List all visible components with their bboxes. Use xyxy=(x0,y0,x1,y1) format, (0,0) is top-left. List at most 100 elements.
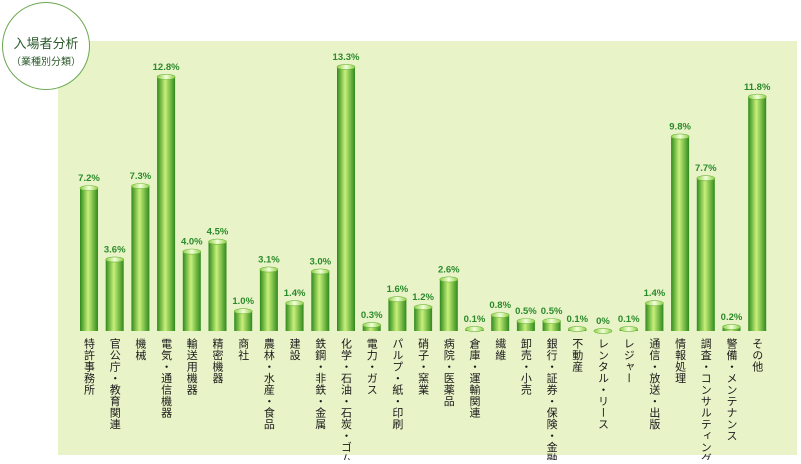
bar-cap-26 xyxy=(722,324,741,330)
value-label-1: 7.2% xyxy=(78,173,100,184)
bar-cap-22 xyxy=(619,326,639,332)
bar-cap-19 xyxy=(542,318,561,324)
value-label-14: 1.2% xyxy=(412,292,434,303)
value-label-20: 0.1% xyxy=(566,314,588,325)
value-label-6: 4.5% xyxy=(207,227,229,238)
category-label-13: パルプ・紙・印刷 xyxy=(391,338,404,430)
bar-cap-7 xyxy=(233,308,253,315)
value-label-17: 0.8% xyxy=(489,300,511,311)
bar-cap-18 xyxy=(516,318,536,324)
value-label-23: 1.4% xyxy=(644,288,666,299)
value-label-4: 12.8% xyxy=(153,62,180,73)
category-label-11: 化学・石油・石炭・ゴム xyxy=(340,337,353,460)
bar-24 xyxy=(671,136,690,331)
bar-cap-14 xyxy=(413,304,433,311)
bar-25 xyxy=(696,178,715,331)
bar-cap-11 xyxy=(336,64,356,70)
bar-9 xyxy=(285,303,304,331)
category-label-1: 特許事務所 xyxy=(83,337,96,396)
category-label-21: レンタル・リース xyxy=(597,338,610,430)
value-label-11: 13.3% xyxy=(333,52,360,63)
value-label-9: 1.4% xyxy=(284,288,306,299)
bar-3 xyxy=(131,186,150,331)
bar-cap-24 xyxy=(670,133,690,140)
bar-7 xyxy=(234,311,253,331)
chart-title: 入場者分析 xyxy=(13,37,79,52)
bar-10 xyxy=(311,271,330,331)
value-label-3: 7.3% xyxy=(130,171,152,182)
bar-4 xyxy=(157,76,176,332)
category-label-10: 鉄鋼・非鉄・金属 xyxy=(314,337,327,431)
bar-5 xyxy=(182,251,201,331)
bar-15 xyxy=(439,279,458,331)
value-label-25: 7.7% xyxy=(695,163,717,174)
bar-cap-6 xyxy=(208,238,227,245)
category-label-16: 倉庫・運輸関連 xyxy=(468,337,481,419)
value-label-19: 0.5% xyxy=(541,306,563,317)
value-label-10: 3.0% xyxy=(309,257,331,268)
category-label-12: 電力・ガス xyxy=(365,338,378,396)
bar-1 xyxy=(80,188,98,331)
bar-12 xyxy=(362,325,381,331)
category-label-27: その他 xyxy=(751,338,764,373)
category-label-22: レジャー xyxy=(622,338,635,384)
category-label-9: 建設 xyxy=(288,337,301,361)
value-label-24: 9.8% xyxy=(669,122,691,133)
value-label-26: 0.2% xyxy=(721,312,743,323)
value-label-2: 3.6% xyxy=(104,245,126,256)
value-label-27: 11.8% xyxy=(744,82,771,93)
bar-cap-10 xyxy=(310,268,330,275)
value-label-8: 3.1% xyxy=(258,255,280,266)
category-label-18: 卸売・小売 xyxy=(519,337,532,396)
bar-14 xyxy=(414,307,433,331)
category-label-23: 通信・放送・出版 xyxy=(648,338,661,431)
bar-cap-1 xyxy=(79,185,99,191)
bar-23 xyxy=(645,303,664,331)
value-label-5: 4.0% xyxy=(181,237,203,248)
bar-cap-9 xyxy=(285,300,304,307)
bar-cap-4 xyxy=(156,74,176,80)
category-label-20: 不動産 xyxy=(571,338,584,373)
bar-2 xyxy=(105,259,124,331)
category-label-5: 輸送用機器 xyxy=(185,337,198,396)
bar-11 xyxy=(337,67,355,331)
value-label-22: 0.1% xyxy=(618,314,640,325)
bar-6 xyxy=(208,241,227,331)
bar-19 xyxy=(542,321,561,331)
bar-cap-2 xyxy=(105,256,124,263)
bar-cap-13 xyxy=(388,296,407,303)
bar-cap-25 xyxy=(696,175,716,182)
title-badge: 入場者分析 （業種別分類） xyxy=(2,2,90,90)
bar-cap-17 xyxy=(490,312,510,318)
value-label-13: 1.6% xyxy=(387,284,409,295)
category-label-15: 病院・医薬品 xyxy=(442,337,455,407)
bar-cap-8 xyxy=(259,266,279,273)
value-label-16: 0.1% xyxy=(464,314,486,325)
category-label-26: 警備・メンテナンス xyxy=(725,337,738,442)
value-label-21: 0% xyxy=(596,316,610,327)
bar-cap-20 xyxy=(567,326,587,332)
category-label-17: 繊維 xyxy=(494,338,507,361)
bar-cap-23 xyxy=(645,300,664,307)
category-label-19: 銀行・証券・保険・金融 xyxy=(545,337,558,460)
bar-27 xyxy=(748,96,767,331)
value-label-18: 0.5% xyxy=(515,306,537,317)
bar-cap-12 xyxy=(362,322,382,328)
bar-8 xyxy=(259,269,278,331)
bar-17 xyxy=(491,315,510,331)
bar-cap-3 xyxy=(131,183,150,189)
bar-18 xyxy=(516,321,535,331)
category-label-24: 情報処理 xyxy=(674,338,687,384)
category-label-2: 官公庁・教育関連 xyxy=(108,337,121,430)
value-label-15: 2.6% xyxy=(438,264,460,275)
category-label-7: 商社 xyxy=(237,337,250,362)
category-label-8: 農林・水産・食品 xyxy=(262,337,275,430)
category-label-25: 調査・コンサルティング xyxy=(699,337,712,460)
category-label-6: 精密機器 xyxy=(211,338,224,385)
category-label-4: 電気・通信機器 xyxy=(160,338,173,419)
category-label-3: 機械 xyxy=(134,337,147,362)
bar-cap-5 xyxy=(182,248,202,255)
bar-cap-15 xyxy=(439,276,459,283)
